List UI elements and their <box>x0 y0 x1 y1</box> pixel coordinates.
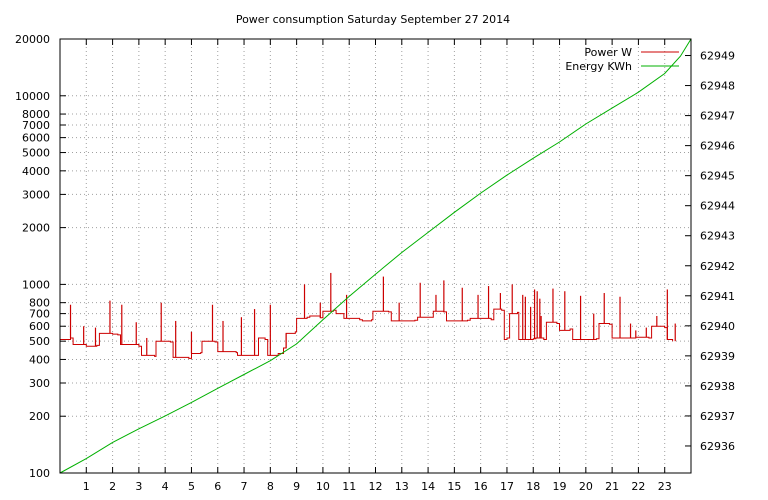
y-left-tick-label: 100 <box>29 467 50 480</box>
y-right-tick-label: 62937 <box>700 410 735 423</box>
y-right-tick-label: 62936 <box>700 440 735 453</box>
x-tick-label: 13 <box>395 480 409 493</box>
y-left-tick-label: 500 <box>29 335 50 348</box>
x-tick-label: 10 <box>316 480 330 493</box>
energy-line <box>59 38 692 474</box>
series-power <box>60 272 676 359</box>
chart-title: Power consumption Saturday September 27 … <box>236 13 510 26</box>
x-tick-label: 15 <box>447 480 461 493</box>
y-left-tick-label: 20000 <box>15 33 50 46</box>
y-right-tick-label: 62947 <box>700 110 735 123</box>
x-tick-label: 19 <box>553 480 567 493</box>
x-tick-label: 4 <box>162 480 169 493</box>
y-left-tick-label: 2000 <box>22 222 50 235</box>
y-right-tick-label: 62940 <box>700 320 735 333</box>
x-tick-label: 12 <box>369 480 383 493</box>
grid-lines <box>60 38 691 474</box>
x-tick-label: 2 <box>109 480 116 493</box>
x-tick-label: 1 <box>83 480 90 493</box>
y-left-tick-label: 5000 <box>22 147 50 160</box>
y-left-tick-label: 200 <box>29 410 50 423</box>
x-tick-label: 21 <box>605 480 619 493</box>
x-tick-label: 8 <box>267 480 274 493</box>
series-energy <box>59 38 692 474</box>
x-tick-label: 9 <box>293 480 300 493</box>
x-tick-label: 18 <box>526 480 540 493</box>
y-right-tick-label: 62948 <box>700 80 735 93</box>
x-tick-label: 3 <box>135 480 142 493</box>
x-tick-label: 11 <box>342 480 356 493</box>
y-left-tick-label: 400 <box>29 353 50 366</box>
x-tick-label: 14 <box>421 480 435 493</box>
x-tick-label: 22 <box>631 480 645 493</box>
y-left-tick-label: 8000 <box>22 108 50 121</box>
x-tick-label: 23 <box>658 480 672 493</box>
power-line <box>60 308 674 359</box>
legend-label: Power W <box>584 46 632 59</box>
y-left-tick-label: 1000 <box>22 278 50 291</box>
y-right-tick-label: 62939 <box>700 350 735 363</box>
x-tick-label: 7 <box>241 480 248 493</box>
y-left-tick-label: 7000 <box>22 119 50 132</box>
y-right-tick-label: 62942 <box>700 260 735 273</box>
x-tick-label: 16 <box>474 480 488 493</box>
y-left-tick-label: 800 <box>29 297 50 310</box>
y-left-tick-label: 700 <box>29 308 50 321</box>
y-left-tick-label: 600 <box>29 320 50 333</box>
data-series <box>59 38 692 474</box>
y-right-tick-label: 62944 <box>700 200 735 213</box>
y-left-tick-label: 6000 <box>22 132 50 145</box>
y-right-tick-label: 62941 <box>700 290 735 303</box>
x-tick-label: 20 <box>579 480 593 493</box>
y-right-tick-label: 62943 <box>700 230 735 243</box>
plot-frame <box>59 38 692 474</box>
y-left-tick-label: 10000 <box>15 90 50 103</box>
x-tick-label: 17 <box>500 480 514 493</box>
y-right-tick-label: 62946 <box>700 140 735 153</box>
y-right-tick-label: 62938 <box>700 380 735 393</box>
x-tick-label: 5 <box>188 480 195 493</box>
y-right-tick-label: 62945 <box>700 170 735 183</box>
axis-ticks: 1 2 3 4 5 6 7 8 9 10 11 12 13 14 15 16 17 18 19 20 21 22 23100… <box>15 33 735 493</box>
y-left-tick-label: 4000 <box>22 165 50 178</box>
y-left-tick-label: 300 <box>29 377 50 390</box>
legend-label: Energy KWh <box>565 60 632 73</box>
y-left-tick-label: 3000 <box>22 188 50 201</box>
x-tick-label: 6 <box>214 480 221 493</box>
y-right-tick-label: 62949 <box>700 50 735 63</box>
